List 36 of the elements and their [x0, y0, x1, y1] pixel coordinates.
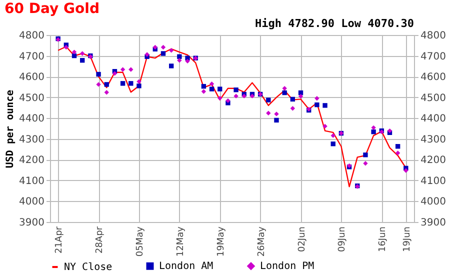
legend-label: NY Close: [64, 262, 112, 273]
y2-tick-label: 4500: [420, 92, 446, 104]
y-tick-label: 4000: [19, 196, 44, 208]
y-tick-label: 4400: [19, 114, 44, 125]
chart-subtitle: High 4782.90 Low 4070.30: [255, 17, 414, 30]
y2-tick-label: 4000: [420, 196, 446, 208]
y-tick-label: 4600: [19, 72, 44, 84]
y2-tick-label: 3900: [420, 218, 446, 228]
y-tick-label: 4100: [19, 176, 44, 187]
y-tick-label: 4500: [19, 92, 44, 104]
y2-tick-label: 4400: [420, 114, 446, 125]
y-tick-label: 4800: [19, 30, 44, 42]
y-axis-title: USD per ounce: [5, 90, 16, 168]
y-tick-label: 4700: [19, 51, 44, 62]
x-tick-label: 02Jun: [297, 226, 308, 252]
chart-title: 60 Day Gold: [4, 1, 100, 17]
y2-tick-label: 4700: [420, 51, 446, 62]
y2-tick-label: 4200: [420, 155, 446, 166]
y-tick-label: 4200: [19, 155, 44, 166]
y2-tick-label: 4100: [420, 176, 446, 187]
x-tick-label: 21Apr: [54, 226, 65, 254]
legend-label: London PM: [260, 261, 314, 272]
x-tick-label: 26May: [256, 226, 267, 257]
y2-tick-label: 4800: [420, 30, 446, 42]
y2-tick-label: 4300: [420, 134, 446, 146]
x-tick-label: 19Jun: [402, 226, 412, 252]
y-tick-label: 4300: [19, 134, 44, 146]
y2-tick-label: 4600: [420, 72, 446, 84]
legend-label: London AM: [159, 261, 214, 272]
y-tick-label: 3900: [19, 218, 44, 228]
x-tick-label: 16Jun: [378, 226, 388, 252]
x-tick-label: 09Jun: [338, 226, 348, 252]
x-tick-label: 12May: [176, 226, 186, 257]
x-tick-label: 28Apr: [95, 226, 106, 254]
x-tick-label: 19May: [216, 226, 226, 257]
x-tick-label: 05May: [135, 226, 146, 257]
